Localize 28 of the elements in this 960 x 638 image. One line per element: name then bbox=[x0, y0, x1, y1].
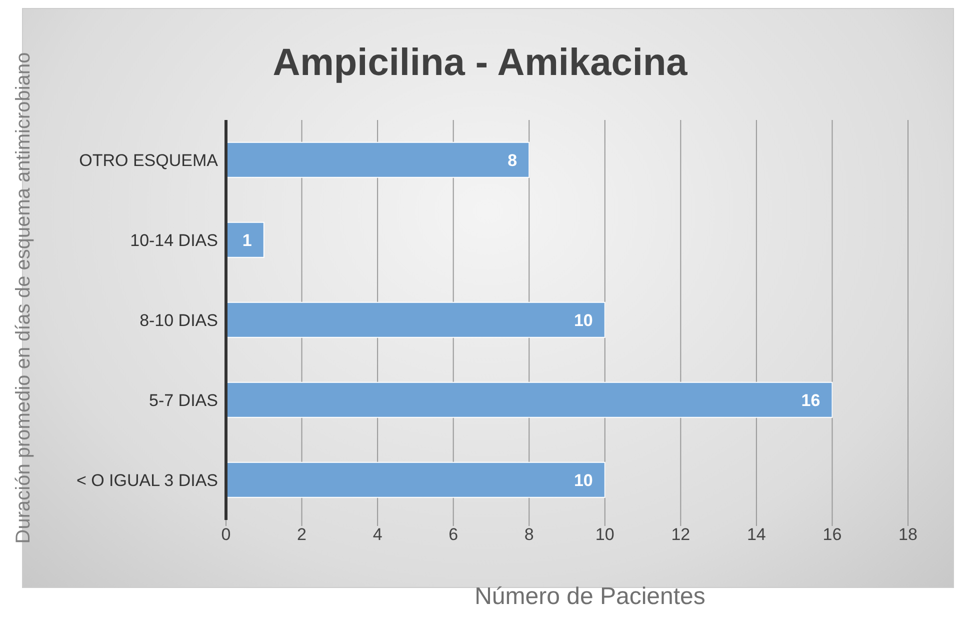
x-tick-label: 6 bbox=[448, 525, 458, 544]
x-tick-label: 14 bbox=[746, 525, 766, 544]
data-label: 10 bbox=[574, 470, 593, 490]
chart-title: Ampicilina - Amikacina bbox=[272, 42, 688, 84]
x-tick-label: 12 bbox=[671, 525, 690, 544]
y-tick-label: 8-10 DIAS bbox=[140, 311, 218, 330]
data-label: 1 bbox=[242, 230, 252, 250]
y-tick-label: OTRO ESQUEMA bbox=[79, 151, 219, 170]
x-tick-label: 10 bbox=[595, 525, 614, 544]
x-tick-label: 0 bbox=[221, 525, 231, 544]
data-label: 16 bbox=[801, 390, 820, 410]
y-tick-label: 10-14 DIAS bbox=[130, 231, 218, 250]
y-tick-label: 5-7 DIAS bbox=[149, 391, 218, 410]
x-tick-label: 2 bbox=[297, 525, 307, 544]
bar bbox=[226, 302, 606, 338]
x-tick-label: 16 bbox=[822, 525, 842, 544]
bar bbox=[226, 222, 264, 258]
bar bbox=[226, 142, 530, 178]
x-tick-label: 18 bbox=[898, 525, 918, 544]
data-label: 8 bbox=[508, 150, 518, 170]
data-label: 10 bbox=[574, 310, 593, 330]
x-tick-label: 8 bbox=[524, 525, 534, 544]
bar bbox=[226, 462, 606, 498]
x-tick-label: 4 bbox=[372, 525, 382, 544]
y-axis-title: Duración promedio en días de esquema antimicrobiano bbox=[12, 52, 36, 544]
x-axis-title: Número de Pacientes bbox=[474, 583, 706, 611]
y-tick-label: < O IGUAL 3 DIAS bbox=[76, 471, 218, 490]
bar bbox=[226, 382, 833, 418]
